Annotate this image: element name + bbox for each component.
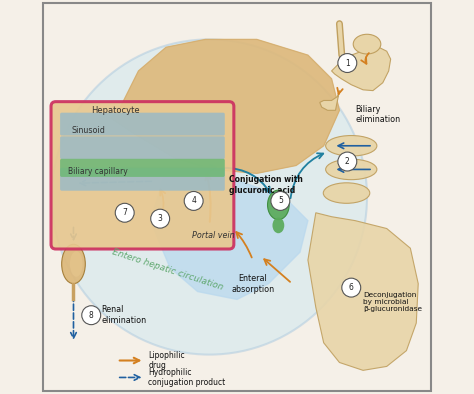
Text: Deconjugation
by microbial
β-glucuronidase: Deconjugation by microbial β-glucuronida… (363, 292, 422, 312)
Circle shape (115, 203, 134, 222)
FancyBboxPatch shape (60, 168, 225, 191)
Text: 3: 3 (158, 214, 163, 223)
Polygon shape (331, 47, 391, 91)
Ellipse shape (273, 217, 284, 233)
FancyBboxPatch shape (60, 113, 225, 136)
Text: Conjugation with
glucuronic acid: Conjugation with glucuronic acid (229, 175, 303, 195)
Text: Hepatocyte: Hepatocyte (91, 106, 140, 115)
Polygon shape (308, 213, 418, 370)
Text: 1: 1 (345, 59, 350, 67)
Circle shape (271, 191, 290, 210)
FancyBboxPatch shape (60, 159, 225, 177)
Text: Hydrophilic
conjugation product: Hydrophilic conjugation product (148, 368, 226, 387)
Circle shape (82, 306, 100, 325)
Ellipse shape (326, 136, 377, 156)
Polygon shape (320, 91, 339, 110)
Text: Portal vein: Portal vein (191, 231, 235, 240)
Circle shape (151, 209, 170, 228)
Text: 4: 4 (191, 197, 196, 205)
Ellipse shape (323, 183, 370, 203)
Text: Renal
elimination: Renal elimination (101, 305, 146, 325)
Ellipse shape (70, 251, 82, 277)
Circle shape (52, 39, 367, 355)
Text: 8: 8 (89, 311, 93, 320)
Text: Enteral
absorption: Enteral absorption (231, 274, 274, 294)
Polygon shape (150, 169, 308, 299)
Circle shape (338, 54, 357, 72)
Ellipse shape (326, 159, 377, 180)
FancyBboxPatch shape (60, 136, 225, 159)
Text: Sinusoid: Sinusoid (72, 126, 105, 134)
Text: Biliary capillary: Biliary capillary (68, 167, 128, 176)
Ellipse shape (267, 190, 289, 220)
Text: Lipophilic
drug: Lipophilic drug (148, 351, 185, 370)
FancyBboxPatch shape (51, 102, 234, 249)
Text: 2: 2 (345, 157, 350, 166)
Text: Entero hepatic circulation: Entero hepatic circulation (111, 247, 224, 292)
Polygon shape (111, 39, 339, 173)
Ellipse shape (353, 34, 381, 54)
Circle shape (184, 191, 203, 210)
Circle shape (338, 152, 357, 171)
Circle shape (342, 278, 361, 297)
Text: 7: 7 (122, 208, 127, 217)
Text: Biliary
elimination: Biliary elimination (355, 105, 401, 124)
Text: 6: 6 (349, 283, 354, 292)
Ellipse shape (62, 244, 85, 284)
Text: 5: 5 (278, 197, 283, 205)
